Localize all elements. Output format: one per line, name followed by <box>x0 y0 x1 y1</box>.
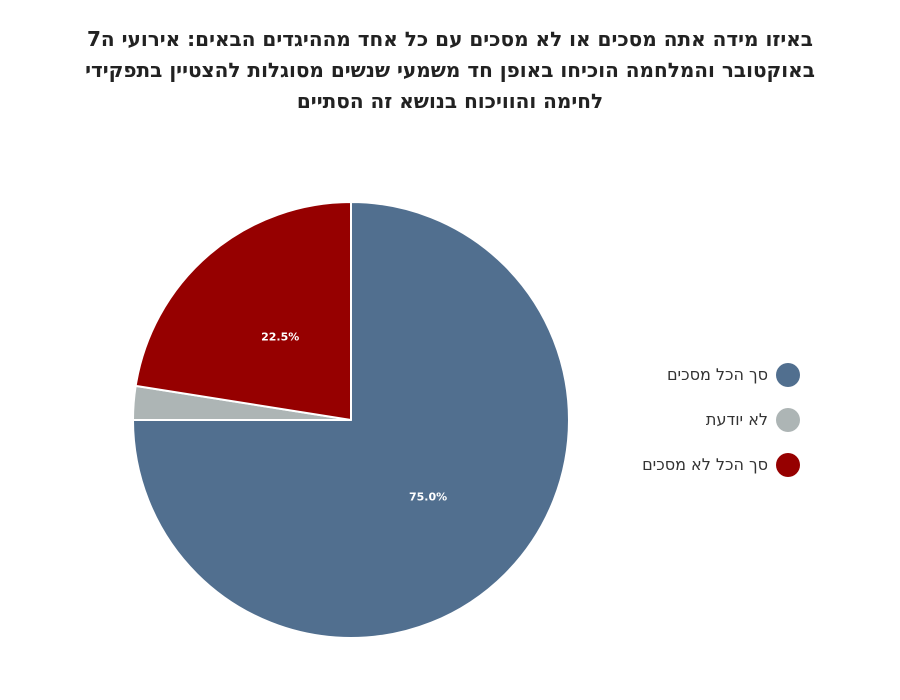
data-label-2: 22.5% <box>261 331 299 344</box>
legend-label-2: סך הכל לא מסכים <box>642 455 768 474</box>
pie-slice-2 <box>134 201 352 421</box>
legend-swatch-2 <box>776 452 800 477</box>
data-label-0: 75.0% <box>409 491 447 504</box>
legend-item-1[interactable]: לא יודעת <box>560 397 800 442</box>
chart-title-line-1: באיזו מידה אתה מסכים או לא מסכים עם כל א… <box>87 27 813 51</box>
legend-label-0: סך הכל מסכים <box>666 365 768 384</box>
legend-swatch-0 <box>776 362 800 387</box>
legend-item-2[interactable]: סך הכל לא מסכים <box>560 442 800 487</box>
legend-item-0[interactable]: סך הכל מסכים <box>560 352 800 397</box>
chart-title-line-3: לחימה והוויכוח בנושא זה הסתיים <box>296 89 604 113</box>
chart-title-line-2: באוקטובר והמלחמה הוכיחו באופן חד משמעי ש… <box>85 58 815 82</box>
chart-legend: סך הכל מסכים לא יודעת סך הכל לא מסכים <box>560 352 800 487</box>
legend-swatch-1 <box>776 407 800 432</box>
legend-label-1: לא יודעת <box>705 410 768 429</box>
chart-title: באיזו מידה אתה מסכים או לא מסכים עם כל א… <box>30 24 870 117</box>
